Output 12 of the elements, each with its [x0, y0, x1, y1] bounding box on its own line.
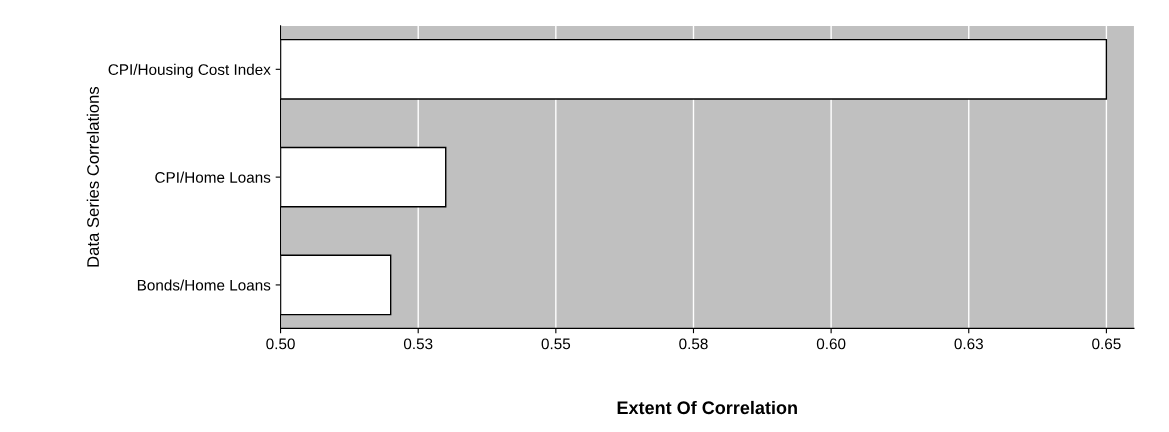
x-tick-label: 0.63: [954, 338, 983, 350]
y-tick-label: CPI/Housing Cost Index: [108, 63, 271, 79]
x-tick-label: 0.60: [816, 338, 846, 350]
x-axis-title: Extent Of Correlation: [617, 400, 797, 415]
x-tick-label: 0.50: [266, 338, 295, 350]
y-axis-title: Data Series Correlations: [86, 86, 99, 267]
x-tick-label: 0.55: [541, 338, 571, 350]
y-tick-label: Bonds/Home Loans: [137, 279, 271, 291]
x-tick-label: 0.65: [1092, 338, 1121, 350]
y-tick-label: CPI/Home Loans: [155, 171, 271, 183]
x-tick-label: 0.58: [679, 338, 708, 350]
x-tick-label: 0.53: [403, 338, 433, 350]
